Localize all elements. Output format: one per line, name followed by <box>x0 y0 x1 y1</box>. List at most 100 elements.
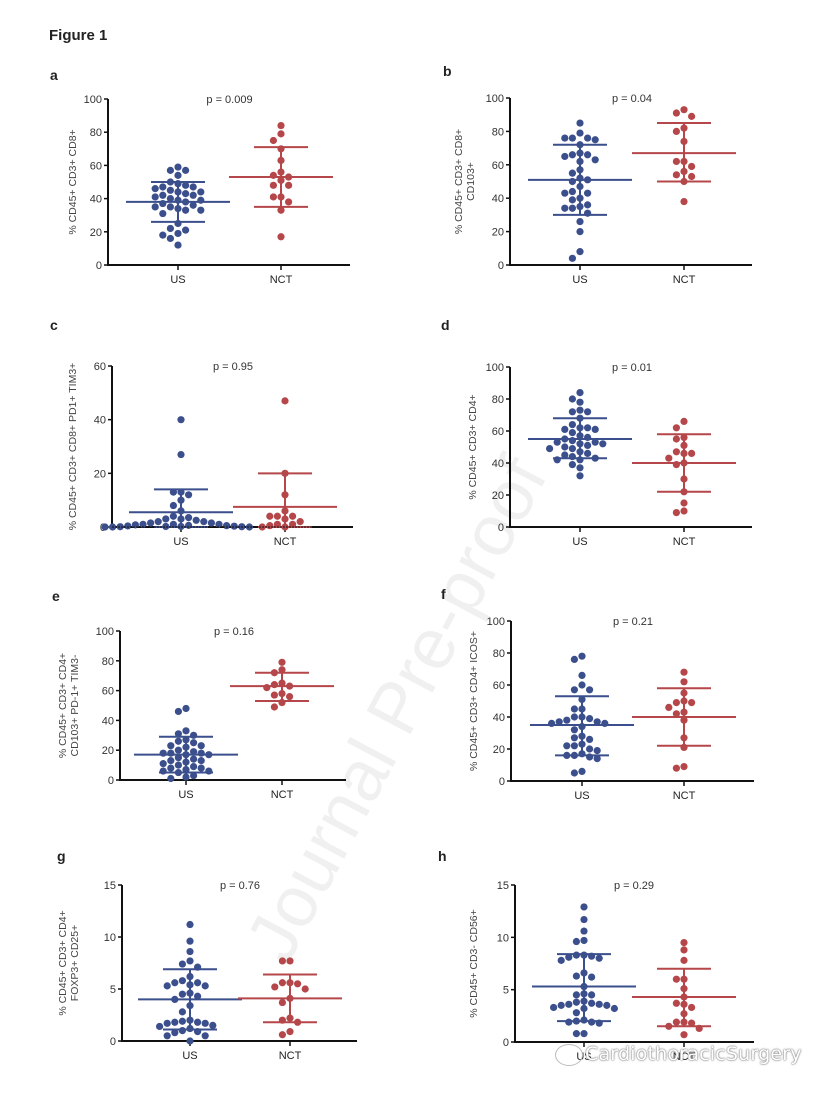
panel-g-point-us <box>201 1032 209 1040</box>
panel-c-point-nct <box>296 518 304 526</box>
panel-h-point-nct <box>680 956 688 964</box>
panel-b-point-us <box>568 151 577 159</box>
panel-b-point-us <box>584 201 592 209</box>
panel-h-point-us <box>550 1003 558 1012</box>
panel-h-point-us <box>572 1030 581 1038</box>
panel-a-y-tick-label: 80 <box>90 127 102 139</box>
panel-e-point-us <box>167 774 175 783</box>
panel-h-point-us <box>580 936 588 945</box>
panel-f-point-us <box>570 686 579 694</box>
panel-g-y-axis-label: % CD45+ CD3+ CD4+ <box>57 910 69 1015</box>
panel-f-y-tick-label: 0 <box>499 776 505 788</box>
panel-d-point-nct <box>672 508 681 517</box>
panel-b-point-nct <box>688 162 696 171</box>
panel-a-point-us <box>166 195 174 203</box>
panel-e-y-axis-label: CD103+ PD-1+ TIM3- <box>69 654 81 756</box>
panel-e-point-us <box>190 739 198 747</box>
panel-b-category-label-us: US <box>572 274 587 286</box>
panel-letter-e: e <box>52 588 60 604</box>
panel-a-point-us <box>174 241 182 249</box>
panel-h-point-us <box>557 1001 565 1009</box>
panel-f-point-nct <box>672 710 681 718</box>
panel-b-category-label-nct: NCT <box>673 274 696 286</box>
panel-e-point-us <box>159 767 167 775</box>
panel-g-point-us <box>156 1022 164 1031</box>
panel-c-point-us <box>116 523 124 531</box>
panel-f-point-nct <box>680 763 688 771</box>
panel-b-point-us <box>584 189 592 197</box>
panel-g-category-label-nct: NCT <box>279 1050 302 1062</box>
panel-a-category-label-nct: NCT <box>270 274 293 286</box>
panel-f-y-tick-label: 80 <box>493 648 505 660</box>
panel-h-point-us <box>572 937 581 946</box>
panel-d-point-nct <box>680 499 688 507</box>
panel-c-point-us <box>215 520 223 528</box>
panel-e-category-label-nct: NCT <box>271 789 294 801</box>
panel-g-point-us <box>178 977 186 985</box>
panel-g-point-us <box>171 1029 179 1037</box>
panel-g-point-us <box>178 1017 186 1025</box>
panel-h-point-us <box>603 1001 611 1009</box>
panel-f-category-label-us: US <box>574 790 589 802</box>
panel-g-point-us <box>178 1008 186 1016</box>
panel-c-point-us <box>230 522 238 530</box>
panel-a-y-tick-label: 0 <box>96 260 102 272</box>
panel-e-point-us <box>167 764 175 772</box>
panel-f-category-label-nct: NCT <box>673 790 696 802</box>
panel-g-point-nct <box>278 998 286 1007</box>
panel-a-point-us <box>189 191 197 199</box>
panel-g-point-nct <box>286 957 294 965</box>
panel-d-point-us <box>561 451 569 459</box>
panel-b-y-tick-label: 60 <box>492 160 504 172</box>
panel-d-category-label-nct: NCT <box>673 536 696 548</box>
panel-c-point-nct <box>281 397 289 405</box>
panel-h-y-axis-label: % CD45+ CD3- CD56+ <box>468 909 480 1018</box>
panel-g-point-nct <box>294 980 302 988</box>
panel-b-point-us <box>568 169 577 177</box>
panel-f-point-us <box>570 726 579 734</box>
panel-c-y-axis-label: % CD45+ CD3+ CD8+ PD1+ TIM3+ <box>67 363 79 531</box>
panel-e-point-us <box>174 746 182 754</box>
panel-g-y-tick-label: 0 <box>110 1036 116 1048</box>
panel-letter-d: d <box>441 317 450 333</box>
panel-d-point-nct <box>688 449 696 457</box>
panel-a-point-nct <box>269 181 277 189</box>
panel-c-point-us <box>177 450 185 459</box>
panel-f-point-us <box>578 767 586 776</box>
panel-h-point-nct <box>672 999 681 1007</box>
panel-h-point-us <box>557 956 565 964</box>
panel-e-y-tick-label: 0 <box>108 775 114 787</box>
panel-b-point-nct <box>688 172 696 181</box>
panel-e-point-nct <box>278 658 286 666</box>
panel-g-point-us <box>178 990 186 998</box>
panel-f-point-us <box>578 671 586 680</box>
panel-c-point-us <box>185 491 193 499</box>
panel-f-point-nct <box>680 668 688 676</box>
panel-f-point-nct <box>688 699 696 707</box>
panel-e-point-us <box>174 761 182 769</box>
figure-title: Figure 1 <box>49 27 108 44</box>
panel-h-point-nct <box>680 938 688 947</box>
panel-d-point-nct <box>672 435 681 443</box>
panel-d-point-us <box>584 408 592 416</box>
panel-d-point-us <box>568 429 577 437</box>
panel-d-point-us <box>584 424 592 432</box>
panel-g-point-us <box>186 937 194 945</box>
panel-b-point-us <box>568 204 577 212</box>
panel-c-category-label-us: US <box>173 536 188 548</box>
panel-h-point-us <box>572 972 581 980</box>
panel-g-point-us <box>163 982 171 990</box>
panel-h-point-us <box>580 927 588 935</box>
panel-b-point-us <box>568 187 577 196</box>
panel-d-point-us <box>568 421 577 429</box>
panel-c-point-us <box>169 501 177 510</box>
panel-a-y-tick-label: 60 <box>90 160 102 172</box>
panel-f-y-tick-label: 60 <box>493 680 505 692</box>
panel-d-point-us <box>553 438 561 446</box>
panel-e-point-us <box>190 762 198 771</box>
panel-f-point-us <box>578 681 586 689</box>
panel-e-point-us <box>174 754 182 762</box>
panel-c-point-us <box>162 515 170 523</box>
panel-f-point-nct <box>665 703 673 712</box>
panel-a-point-us <box>182 181 190 189</box>
